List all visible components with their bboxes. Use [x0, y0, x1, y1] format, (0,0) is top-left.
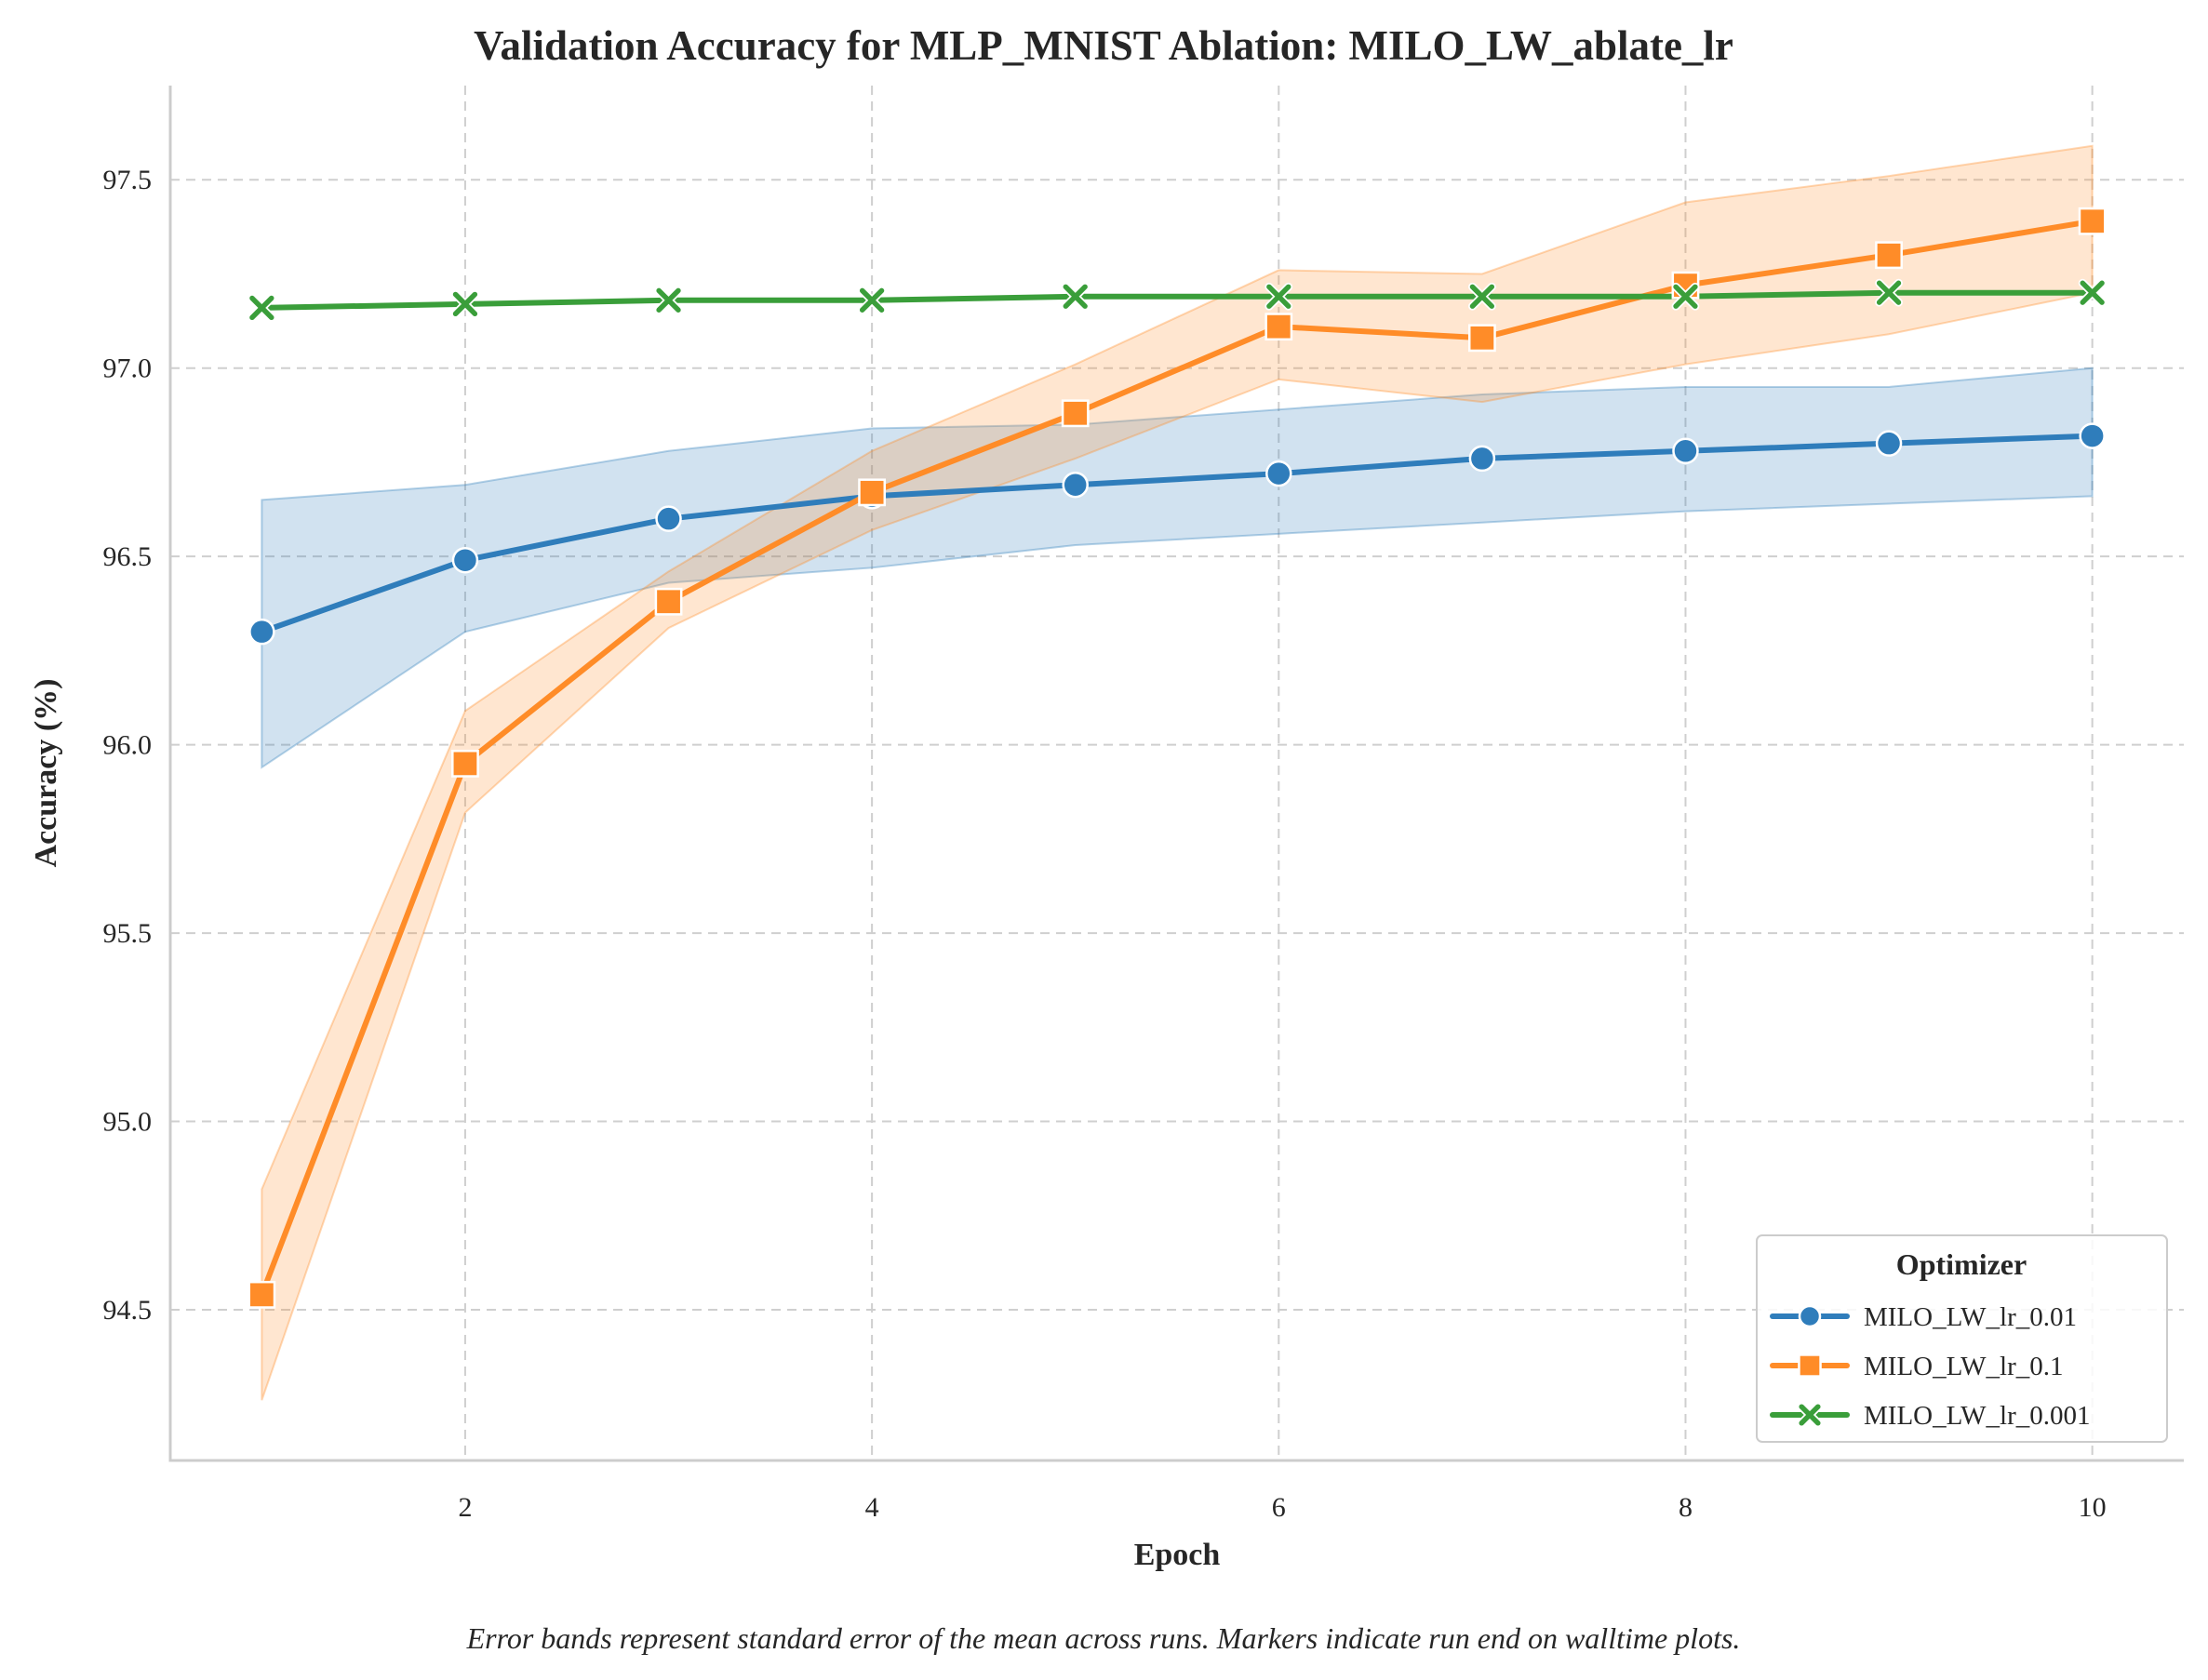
series-lines: [259, 218, 2095, 1298]
y-tick-label: 97.5: [103, 165, 153, 195]
x-tick-label: 8: [1679, 1492, 1693, 1523]
error-band-milo-lw-lr-0-1: [261, 144, 2094, 1401]
x-axis-label: Epoch: [1134, 1538, 1221, 1572]
legend-item-milo-lw-lr-0-1: MILO_LW_lr_0.1: [1770, 1352, 2064, 1381]
marker-milo-lw-lr-0-001: [1467, 282, 1496, 311]
marker-milo-lw-lr-0-01: [1672, 437, 1699, 465]
axes-spines: [168, 86, 2184, 1462]
legend-title: Optimizer: [1896, 1247, 2027, 1281]
marker-milo-lw-lr-0-01: [1875, 430, 1903, 457]
legend: Optimizer MILO_LW_lr_0.01MILO_LW_lr_0.1M…: [1756, 1234, 2168, 1443]
marker-milo-lw-lr-0-1: [1061, 399, 1090, 428]
y-axis-label: Accuracy (%): [29, 679, 63, 868]
legend-label: MILO_LW_lr_0.01: [1864, 1302, 2077, 1332]
y-tick-label: 95.0: [103, 1107, 153, 1138]
marker-milo-lw-lr-0-001: [451, 289, 479, 318]
marker-milo-lw-lr-0-1: [1875, 241, 1903, 270]
marker-milo-lw-lr-0-001: [858, 286, 887, 314]
x-tick-label: 10: [2079, 1492, 2107, 1523]
marker-milo-lw-lr-0-1: [2078, 207, 2107, 235]
y-tick-label: 94.5: [103, 1295, 153, 1326]
marker-milo-lw-lr-0-1: [451, 749, 479, 778]
marker-milo-lw-lr-0-001: [248, 294, 276, 322]
chart-title: Validation Accuracy for MLP_MNIST Ablati…: [474, 22, 1733, 69]
y-tick-label: 96.0: [103, 730, 153, 761]
series-markers: [248, 207, 2107, 1309]
legend-marker: [1798, 1353, 1822, 1378]
y-tick-label: 95.5: [103, 918, 153, 949]
legend-label: MILO_LW_lr_0.1: [1864, 1352, 2064, 1381]
marker-milo-lw-lr-0-001: [1265, 282, 1293, 311]
y-tick-labels: 94.5 95.0 95.5 96.0 96.5 97.0 97.5: [103, 165, 153, 1326]
marker-milo-lw-lr-0-001: [1875, 278, 1903, 307]
marker-milo-lw-lr-0-001: [654, 286, 683, 314]
legend-item-milo-lw-lr-0-01: MILO_LW_lr_0.01: [1770, 1302, 2077, 1332]
series-line-milo-lw-lr-0-1: [259, 218, 2095, 1298]
marker-milo-lw-lr-0-1: [1467, 324, 1496, 353]
marker-milo-lw-lr-0-001: [1671, 282, 1700, 311]
x-tick-label: 6: [1272, 1492, 1286, 1523]
legend-box: [1756, 1234, 2168, 1443]
marker-milo-lw-lr-0-01: [1265, 460, 1292, 487]
marker-milo-lw-lr-0-001: [1061, 282, 1090, 311]
marker-milo-lw-lr-0-01: [2079, 422, 2106, 449]
x-tick-label: 4: [865, 1492, 879, 1523]
marker-milo-lw-lr-0-1: [1265, 313, 1293, 341]
chart-caption: Error bands represent standard error of …: [466, 1621, 1741, 1655]
marker-milo-lw-lr-0-01: [248, 618, 275, 646]
y-tick-label: 96.5: [103, 541, 153, 572]
marker-milo-lw-lr-0-01: [655, 505, 682, 532]
legend-label: MILO_LW_lr_0.001: [1864, 1401, 2091, 1431]
legend-marker: [1798, 1304, 1822, 1328]
legend-items: MILO_LW_lr_0.01 MILO_LW_lr_0.1 MILO_LW_lr_…: [1770, 1302, 2091, 1431]
marker-milo-lw-lr-0-1: [654, 587, 683, 616]
x-tick-labels: 2 4 6 8 10: [458, 1492, 2106, 1523]
error-band-milo-lw-lr-0-01: [261, 367, 2094, 769]
series-line-milo-lw-lr-0-001: [259, 289, 2095, 311]
x-tick-label: 2: [458, 1492, 472, 1523]
y-tick-label: 97.0: [103, 353, 153, 384]
marker-milo-lw-lr-0-1: [248, 1280, 276, 1309]
legend-item-milo-lw-lr-0-001: MILO_LW_lr_0.001: [1770, 1401, 2091, 1431]
error-bands: [261, 144, 2094, 1401]
marker-milo-lw-lr-0-001: [2078, 278, 2107, 307]
series-line-milo-lw-lr-0-01: [259, 433, 2095, 635]
marker-milo-lw-lr-0-01: [1468, 445, 1496, 473]
marker-milo-lw-lr-0-1: [858, 478, 887, 507]
marker-milo-lw-lr-0-01: [451, 546, 479, 574]
legend-marker: [1797, 1402, 1823, 1428]
marker-milo-lw-lr-0-01: [1062, 471, 1089, 499]
